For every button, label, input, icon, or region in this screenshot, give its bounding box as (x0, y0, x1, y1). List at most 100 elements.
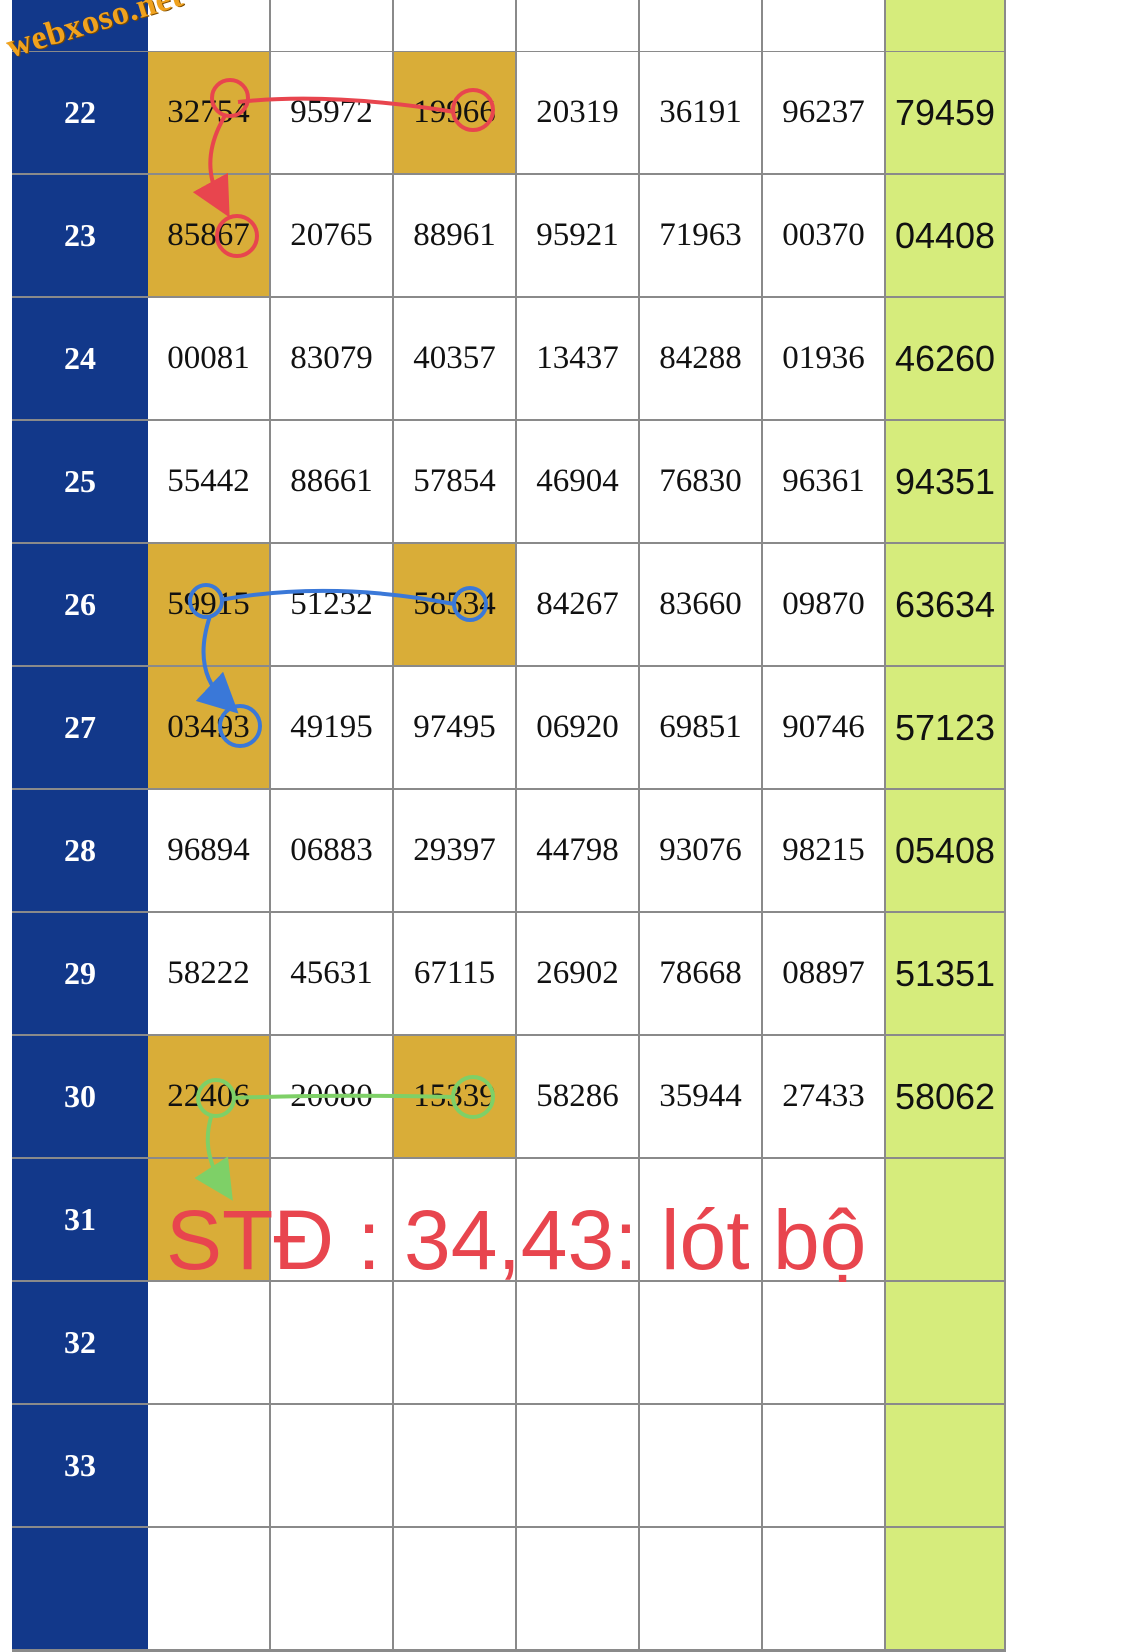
results-row: 26 59915 51232 58534 84267 83660 09870 63634 (0, 544, 1006, 666)
row-divider (12, 1034, 1006, 1037)
number-cell: 76830 (640, 421, 763, 542)
number-cell (271, 1282, 394, 1403)
result-cell (884, 1405, 1006, 1526)
number-cell (148, 1405, 271, 1526)
number-cell: 06920 (517, 667, 640, 788)
result-cell (884, 1282, 1006, 1403)
number-cell: 36191 (640, 52, 763, 173)
day-number: 24 (12, 298, 148, 419)
number-cell: 59915 (148, 544, 271, 665)
number-cell (763, 1405, 886, 1526)
number-cell (148, 0, 271, 51)
number-cell (517, 1282, 640, 1403)
row-divider (12, 1403, 1006, 1406)
row-divider (12, 788, 1006, 791)
number-cell: 83660 (640, 544, 763, 665)
number-cell: 96894 (148, 790, 271, 911)
number-cell (640, 0, 763, 51)
number-cell: 40357 (394, 298, 517, 419)
day-number: 32 (12, 1282, 148, 1403)
number-cell (763, 1159, 886, 1280)
number-cell (148, 1282, 271, 1403)
day-number: 30 (12, 1036, 148, 1157)
number-cell: 83079 (271, 298, 394, 419)
number-cell: 88661 (271, 421, 394, 542)
results-row: 31 (0, 1159, 1006, 1281)
number-cell (517, 1528, 640, 1649)
lottery-results-grid: 22 32754 95972 19966 20319 36191 96237 79459 23 8… (0, 0, 1006, 1652)
result-cell (884, 1528, 1006, 1649)
result-cell (884, 1159, 1006, 1280)
number-cell (640, 1405, 763, 1526)
number-cell: 20319 (517, 52, 640, 173)
number-cell (517, 1405, 640, 1526)
number-cell (763, 0, 886, 51)
number-cell (271, 1405, 394, 1526)
number-cell (394, 1282, 517, 1403)
row-divider (12, 296, 1006, 299)
row-divider (12, 1526, 1006, 1529)
day-number: 25 (12, 421, 148, 542)
number-cell (640, 1159, 763, 1280)
day-number: 23 (12, 175, 148, 296)
result-cell: 79459 (884, 52, 1006, 173)
results-row: 27 03493 49195 97495 06920 69851 90746 57123 (0, 667, 1006, 789)
results-row (0, 1528, 1006, 1650)
number-cell: 09870 (763, 544, 886, 665)
number-cell (517, 0, 640, 51)
number-cell (271, 1528, 394, 1649)
number-cell (394, 1528, 517, 1649)
number-cell: 15339 (394, 1036, 517, 1157)
number-cell: 08897 (763, 913, 886, 1034)
number-cell: 51232 (271, 544, 394, 665)
number-cell: 95972 (271, 52, 394, 173)
number-cell: 67115 (394, 913, 517, 1034)
number-cell: 85867 (148, 175, 271, 296)
number-cell: 06883 (271, 790, 394, 911)
number-cell (763, 1282, 886, 1403)
number-cell: 96237 (763, 52, 886, 173)
number-cell: 93076 (640, 790, 763, 911)
result-cell: 63634 (884, 544, 1006, 665)
number-cell: 58534 (394, 544, 517, 665)
number-cell: 20765 (271, 175, 394, 296)
results-row: 24 00081 83079 40357 13437 84288 01936 46260 (0, 298, 1006, 420)
result-cell: 58062 (884, 1036, 1006, 1157)
day-number: 31 (12, 1159, 148, 1280)
day-number: 28 (12, 790, 148, 911)
row-divider (12, 665, 1006, 668)
results-row: 33 (0, 1405, 1006, 1527)
number-cell: 29397 (394, 790, 517, 911)
number-cell: 00081 (148, 298, 271, 419)
number-cell: 32754 (148, 52, 271, 173)
results-row: 28 96894 06883 29397 44798 93076 98215 05408 (0, 790, 1006, 912)
day-number (12, 0, 148, 51)
results-row: 25 55442 88661 57854 46904 76830 96361 94351 (0, 421, 1006, 543)
number-cell: 88961 (394, 175, 517, 296)
number-cell: 27433 (763, 1036, 886, 1157)
results-row: 22 32754 95972 19966 20319 36191 96237 79459 (0, 52, 1006, 174)
number-cell: 57854 (394, 421, 517, 542)
number-cell: 19966 (394, 52, 517, 173)
number-cell: 22406 (148, 1036, 271, 1157)
number-cell (271, 1159, 394, 1280)
day-number: 29 (12, 913, 148, 1034)
results-row: 29 58222 45631 67115 26902 78668 08897 51351 (0, 913, 1006, 1035)
number-cell (640, 1282, 763, 1403)
row-divider (12, 542, 1006, 545)
day-number: 22 (12, 52, 148, 173)
row-divider (12, 419, 1006, 422)
number-cell: 35944 (640, 1036, 763, 1157)
row-divider (12, 1157, 1006, 1160)
number-cell: 69851 (640, 667, 763, 788)
result-cell (884, 0, 1006, 51)
result-cell: 94351 (884, 421, 1006, 542)
number-cell: 49195 (271, 667, 394, 788)
number-cell (394, 0, 517, 51)
number-cell: 46904 (517, 421, 640, 542)
prediction-annotation: STĐ : 34,43: lót bộ (166, 1193, 867, 1287)
result-cell: 46260 (884, 298, 1006, 419)
number-cell (148, 1528, 271, 1649)
results-row: 23 85867 20765 88961 95921 71963 00370 04408 (0, 175, 1006, 297)
number-cell: 26902 (517, 913, 640, 1034)
